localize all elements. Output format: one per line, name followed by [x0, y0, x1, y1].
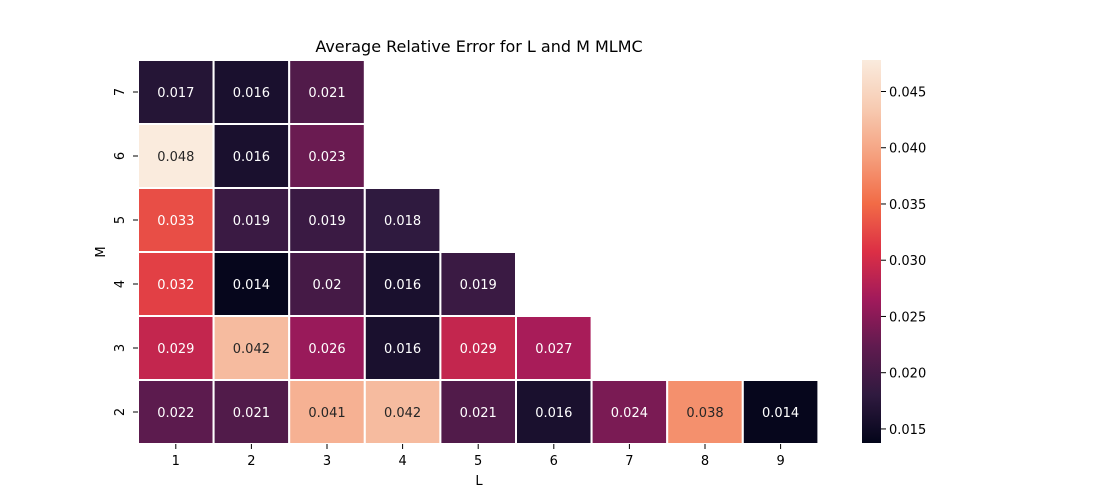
x-tick-label: 8: [701, 454, 709, 469]
x-tick-label: 7: [625, 454, 633, 469]
heatmap-cell: [212, 59, 291, 125]
heatmap-cell: [741, 379, 820, 445]
cell-value-label: 0.016: [384, 342, 421, 357]
chart-title: Average Relative Error for L and M MLMC: [315, 37, 642, 56]
cell-value-label: 0.027: [535, 342, 572, 357]
heatmap-cell: [666, 379, 744, 445]
cell-value-label: 0.014: [762, 406, 799, 421]
cell-value-label: 0.018: [384, 214, 421, 229]
heatmap-cell: [212, 315, 291, 381]
x-axis-ticks: 1 2 3 4 5 6 7 8 9: [172, 444, 785, 469]
colorbar-gradient-bar: [862, 60, 881, 443]
cell-value-label: 0.014: [233, 278, 270, 293]
heatmap-cell: [288, 123, 366, 189]
cell-value-label: 0.02: [313, 278, 342, 293]
heatmap-cell: [212, 379, 291, 445]
x-axis-label: L: [475, 474, 483, 489]
x-tick-label: 6: [550, 454, 558, 469]
heatmap-cell: [439, 315, 517, 381]
cell-value-label: 0.019: [308, 214, 345, 229]
colorbar-tick-label: 0.035: [889, 198, 926, 213]
heatmap-cells: 0.017 0.016 0.021 0.048 0.016 0.023 0.033 0.019…: [137, 59, 820, 445]
cell-value-label: 0.042: [384, 406, 421, 421]
cell-value-label: 0.021: [233, 406, 270, 421]
x-tick-label: 5: [474, 454, 482, 469]
colorbar-tick-label: 0.015: [889, 423, 926, 438]
y-tick-label: 2: [113, 408, 128, 416]
cell-value-label: 0.029: [460, 342, 497, 357]
cell-value-label: 0.033: [157, 214, 194, 229]
heatmap-cell: [515, 379, 593, 445]
cell-value-label: 0.016: [384, 278, 421, 293]
heatmap-cell: [212, 251, 291, 317]
colorbar-tick-label: 0.030: [889, 254, 926, 269]
heatmap-cell: [515, 315, 593, 381]
colorbar-tick-label: 0.020: [889, 367, 926, 382]
colorbar-tick-label: 0.025: [889, 310, 926, 325]
cell-value-label: 0.026: [308, 342, 345, 357]
cell-value-label: 0.016: [233, 86, 270, 101]
y-tick-label: 7: [113, 88, 128, 96]
cell-value-label: 0.022: [157, 406, 194, 421]
colorbar-tick-label: 0.040: [889, 142, 926, 157]
heatmap-cell: [590, 379, 669, 445]
heatmap-cell: [363, 187, 442, 253]
y-tick-label: 6: [113, 152, 128, 160]
cell-value-label: 0.021: [460, 406, 497, 421]
y-axis-label: M: [94, 246, 109, 257]
cell-value-label: 0.019: [233, 214, 270, 229]
heatmap-cell: [363, 251, 442, 317]
colorbar: 0.015 0.020 0.025 0.030 0.035 0.040 0.045: [862, 60, 926, 443]
cell-value-label: 0.021: [308, 86, 345, 101]
x-tick-label: 9: [776, 454, 784, 469]
heatmap-cell: [363, 315, 442, 381]
cell-value-label: 0.019: [460, 278, 497, 293]
y-tick-label: 4: [113, 280, 128, 288]
cell-value-label: 0.016: [233, 150, 270, 165]
heatmap-cell: [137, 379, 215, 445]
y-axis-ticks: 7 6 5 4 3 2: [113, 88, 138, 416]
cell-value-label: 0.038: [686, 406, 723, 421]
y-tick-label: 3: [113, 344, 128, 352]
cell-value-label: 0.041: [308, 406, 345, 421]
cell-value-label: 0.017: [157, 86, 194, 101]
x-tick-label: 1: [172, 454, 180, 469]
cell-value-label: 0.023: [308, 150, 345, 165]
cell-value-label: 0.029: [157, 342, 194, 357]
x-tick-label: 3: [323, 454, 331, 469]
heatmap-cell: [212, 187, 291, 253]
cell-value-label: 0.016: [535, 406, 572, 421]
y-tick-label: 5: [113, 216, 128, 224]
x-tick-label: 2: [247, 454, 255, 469]
colorbar-ticks: 0.015 0.020 0.025 0.030 0.035 0.040 0.045: [881, 85, 926, 438]
x-tick-label: 4: [398, 454, 406, 469]
cell-value-label: 0.048: [157, 150, 194, 165]
heatmap-cell: [288, 315, 366, 381]
cell-value-label: 0.024: [611, 406, 648, 421]
cell-value-label: 0.042: [233, 342, 270, 357]
colorbar-tick-label: 0.045: [889, 85, 926, 100]
cell-value-label: 0.032: [157, 278, 194, 293]
